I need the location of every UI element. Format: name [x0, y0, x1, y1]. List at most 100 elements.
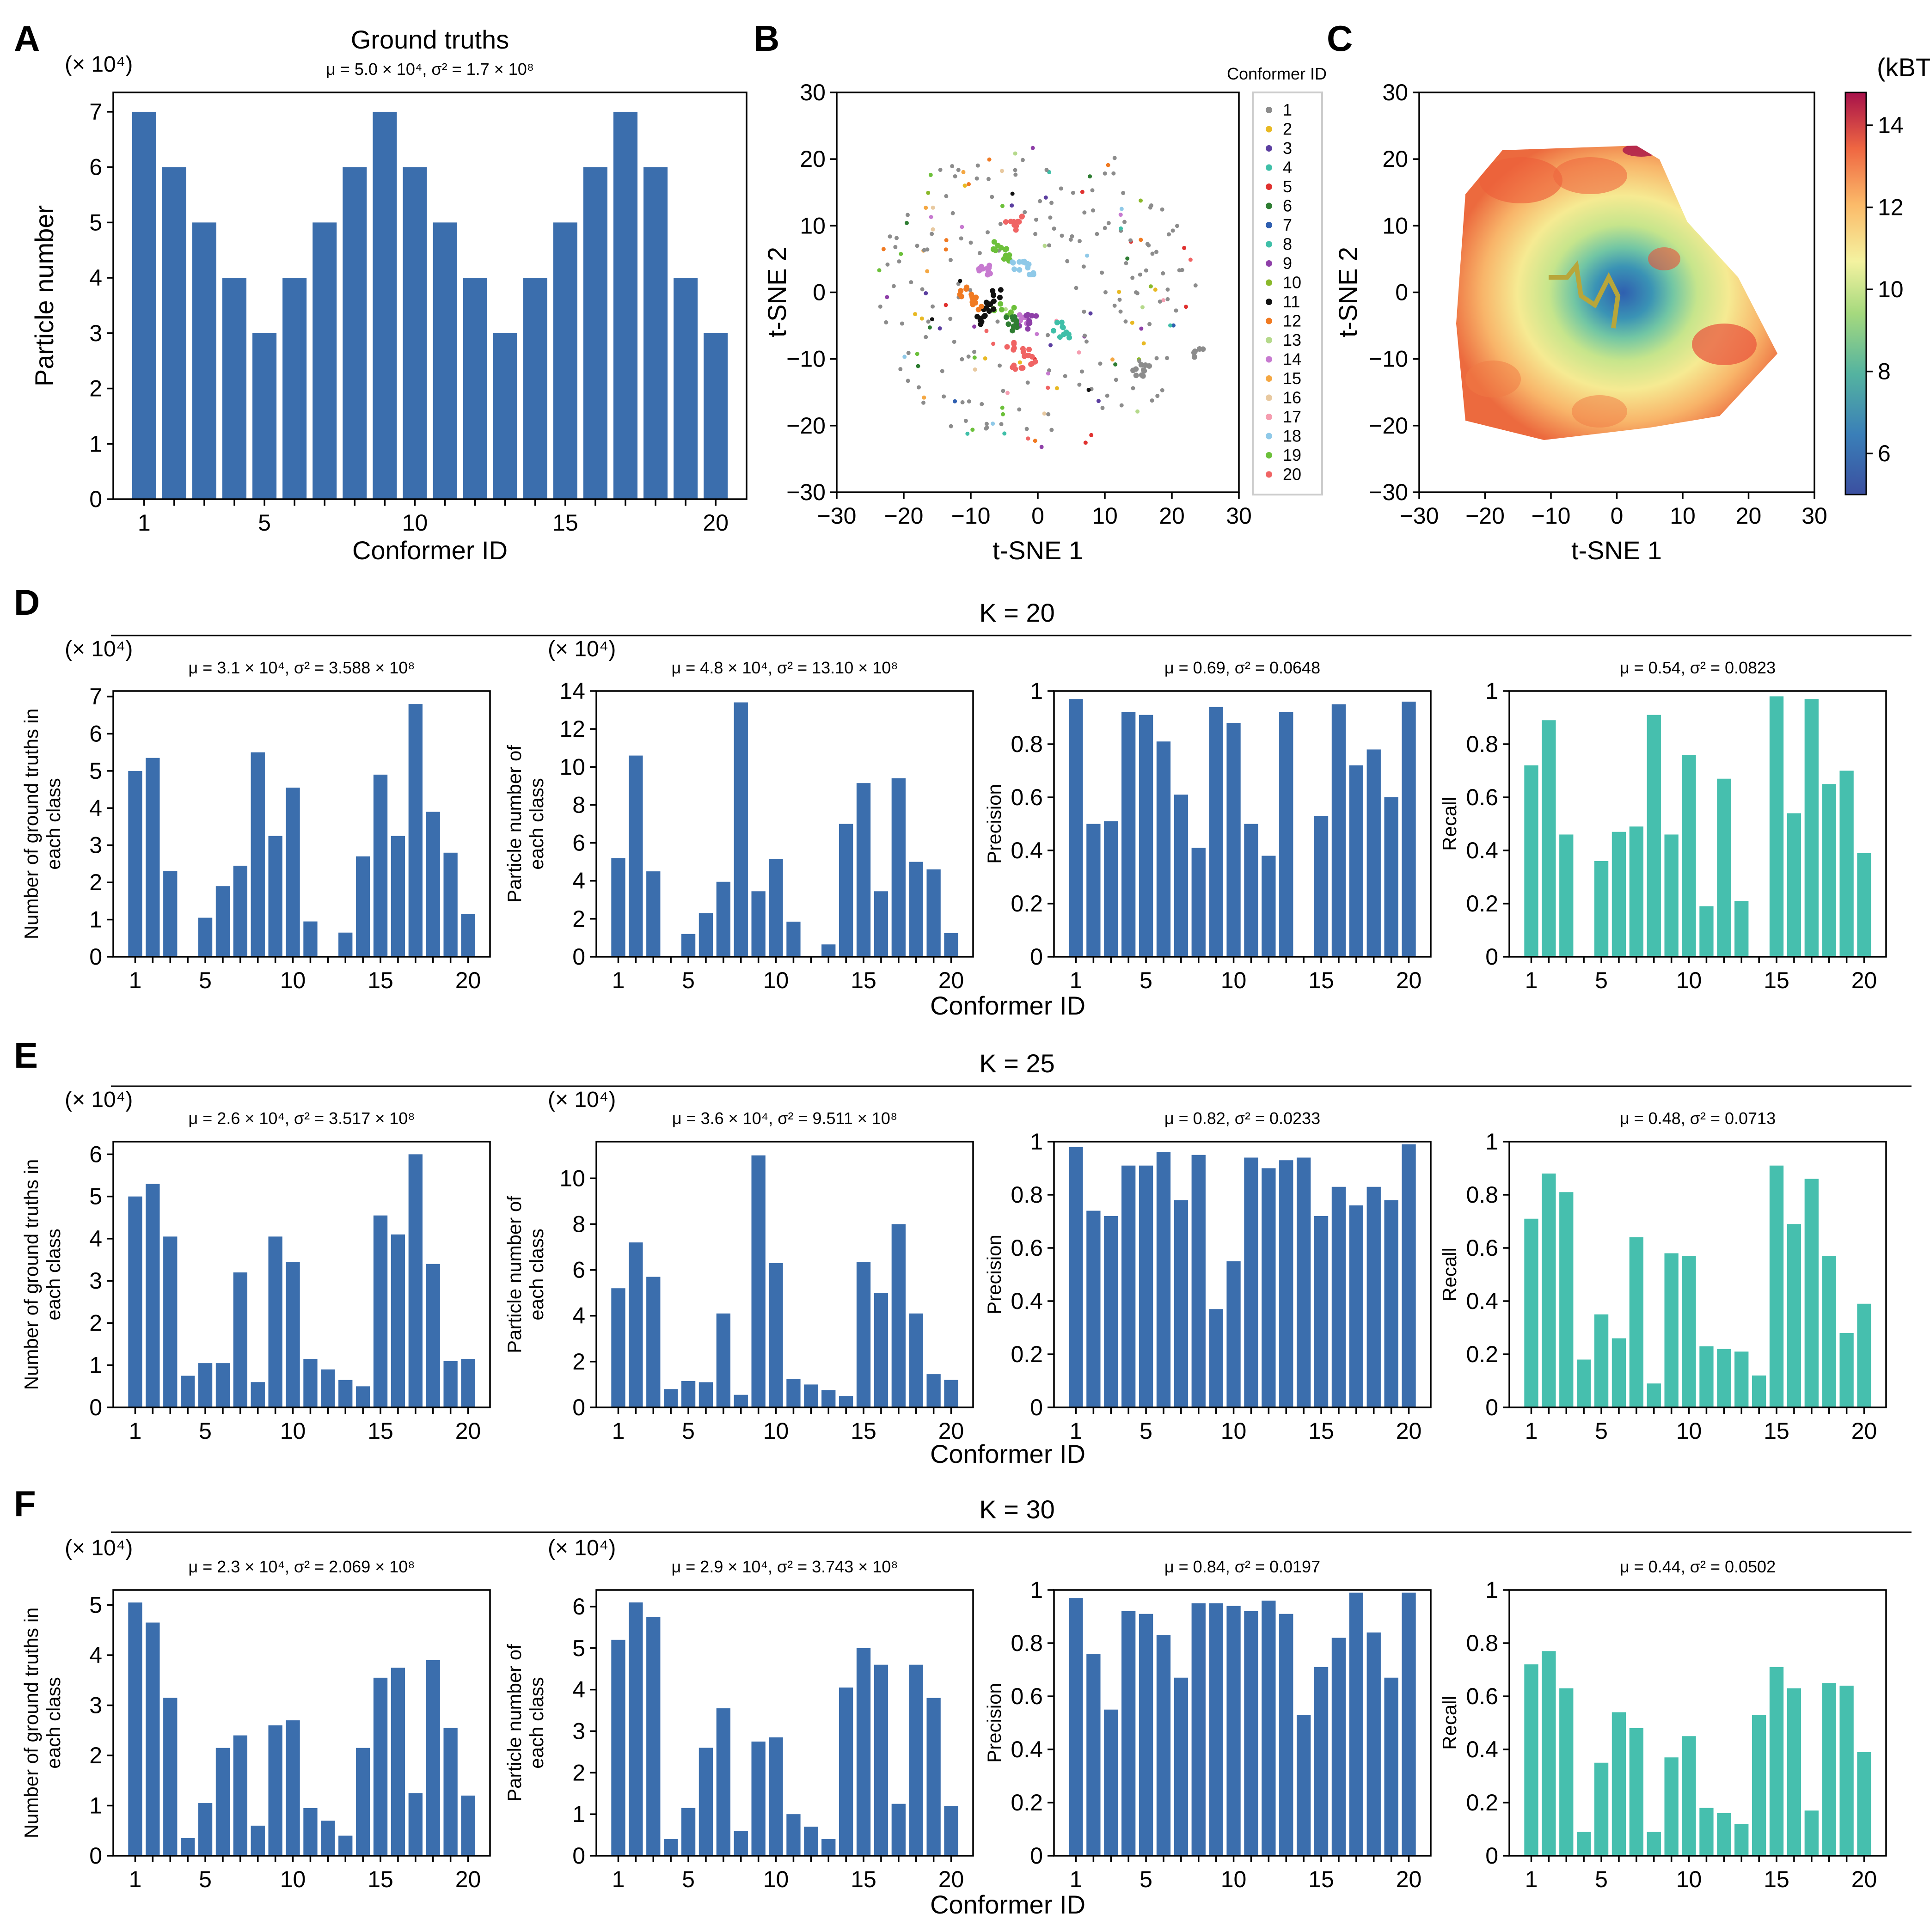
cluster-point-20 — [1029, 361, 1035, 367]
bar-e4-11 — [1699, 1346, 1714, 1407]
scatter-point — [1165, 297, 1170, 301]
bar-d4-12 — [1717, 778, 1731, 957]
y-axis-label: each class — [43, 778, 64, 869]
scatter-point — [1175, 224, 1179, 228]
bar-f1-10 — [286, 1720, 300, 1856]
bar-f3-14 — [1296, 1715, 1311, 1856]
legend-box — [1252, 92, 1323, 495]
scatter-point — [986, 177, 991, 181]
scatter-point — [1024, 427, 1029, 431]
bar-a-4 — [222, 278, 247, 499]
y-tick-label: 0.6 — [1466, 1235, 1498, 1261]
bar-d4-3 — [1559, 834, 1574, 957]
y-axis-label: Precision — [983, 784, 1005, 864]
x-tick-label: 1 — [1070, 1866, 1083, 1892]
scatter-point — [1155, 394, 1160, 398]
x-tick-label: 20 — [1396, 967, 1422, 993]
cluster-point-4 — [1054, 319, 1060, 325]
chart-subtitle: μ = 2.9 × 10⁴, σ² = 3.743 × 10⁸ — [672, 1557, 898, 1576]
x-tick-label: 20 — [455, 967, 481, 993]
panel-label-a: A — [14, 18, 40, 59]
y-axis-label: Precision — [983, 1683, 1005, 1763]
y-tick-label: 12 — [559, 716, 585, 742]
scatter-point — [956, 168, 961, 172]
bar-d2-10 — [769, 859, 783, 957]
scatter-point — [977, 251, 982, 256]
bar-d2-6 — [698, 913, 713, 957]
scatter-point — [899, 251, 903, 256]
bar-e1-4 — [181, 1376, 195, 1407]
scatter-point — [1135, 409, 1140, 414]
bar-d1-5 — [198, 917, 213, 957]
scatter-point — [973, 367, 977, 372]
scatter-point — [1017, 360, 1022, 365]
scatter-point — [1046, 333, 1050, 337]
scatter-point — [920, 287, 925, 292]
cluster-point-12 — [963, 286, 969, 292]
bar-e1-3 — [163, 1236, 178, 1407]
legend-label-7: 7 — [1283, 215, 1292, 234]
cluster-point-18 — [1011, 266, 1017, 272]
scatter-point — [1135, 291, 1140, 295]
x-tick-label: 5 — [682, 1866, 695, 1892]
bar-a-11 — [433, 222, 457, 499]
bar-e1-17 — [408, 1154, 423, 1407]
plot-frame — [112, 92, 747, 500]
bar-d1-20 — [461, 914, 475, 957]
cluster-point-20 — [1016, 219, 1022, 225]
scatter-point — [885, 262, 890, 267]
bar-d1-3 — [163, 871, 178, 957]
scatter-point — [1119, 207, 1124, 211]
cluster-point-19 — [998, 245, 1004, 251]
scatter-point — [961, 170, 966, 174]
scatter-point — [1074, 286, 1078, 290]
scatter-point — [1123, 319, 1128, 324]
scatter-point — [881, 247, 886, 251]
legend-marker-19 — [1266, 452, 1272, 459]
scatter-point — [1080, 190, 1084, 194]
scatter-point — [1033, 439, 1037, 443]
bar-d3-1 — [1069, 699, 1083, 957]
scatter-point — [1148, 284, 1153, 289]
x-tick-label: 20 — [703, 510, 729, 536]
scatter-point — [925, 269, 930, 274]
cluster-point-20 — [1024, 353, 1030, 359]
bar-e3-1 — [1069, 1147, 1083, 1407]
scatter-point — [1112, 303, 1117, 308]
scatter-point — [984, 426, 988, 431]
bar-f3-15 — [1314, 1667, 1329, 1856]
bar-d1-7 — [233, 865, 248, 957]
cluster-point-1 — [1133, 373, 1139, 379]
bar-e3-4 — [1121, 1165, 1136, 1407]
x-tick-label: 0 — [1031, 503, 1044, 529]
plot-frame — [112, 1589, 491, 1857]
y-tick-label: 1 — [1030, 678, 1043, 704]
plot-frame — [595, 1141, 974, 1408]
panel-label-f: F — [14, 1483, 36, 1524]
bar-e2-10 — [769, 1263, 783, 1407]
bar-d4-18 — [1822, 784, 1836, 957]
cluster-point-4 — [1060, 324, 1066, 330]
bar-e3-9 — [1209, 1309, 1223, 1407]
scatter-point — [1000, 204, 1005, 208]
bar-f2-16 — [874, 1664, 888, 1856]
scatter-point — [904, 220, 909, 225]
scatter-point — [893, 245, 898, 249]
chart-subtitle: μ = 0.54, σ² = 0.0823 — [1620, 658, 1776, 677]
y-tick-label: 0 — [89, 1394, 102, 1420]
bar-f4-3 — [1559, 1688, 1574, 1856]
x-tick-label: 15 — [552, 510, 578, 536]
scatter-point — [1118, 213, 1123, 217]
scatter-point — [1010, 203, 1014, 208]
legend-label-15: 15 — [1283, 369, 1301, 388]
bar-d1-13 — [338, 932, 353, 957]
bar-d4-7 — [1629, 826, 1644, 957]
x-tick-label: 20 — [1736, 503, 1762, 529]
y-tick-label: 10 — [559, 754, 585, 780]
cluster-point-1 — [1140, 373, 1146, 379]
scatter-point — [1154, 250, 1158, 254]
bar-d4-2 — [1542, 720, 1556, 957]
